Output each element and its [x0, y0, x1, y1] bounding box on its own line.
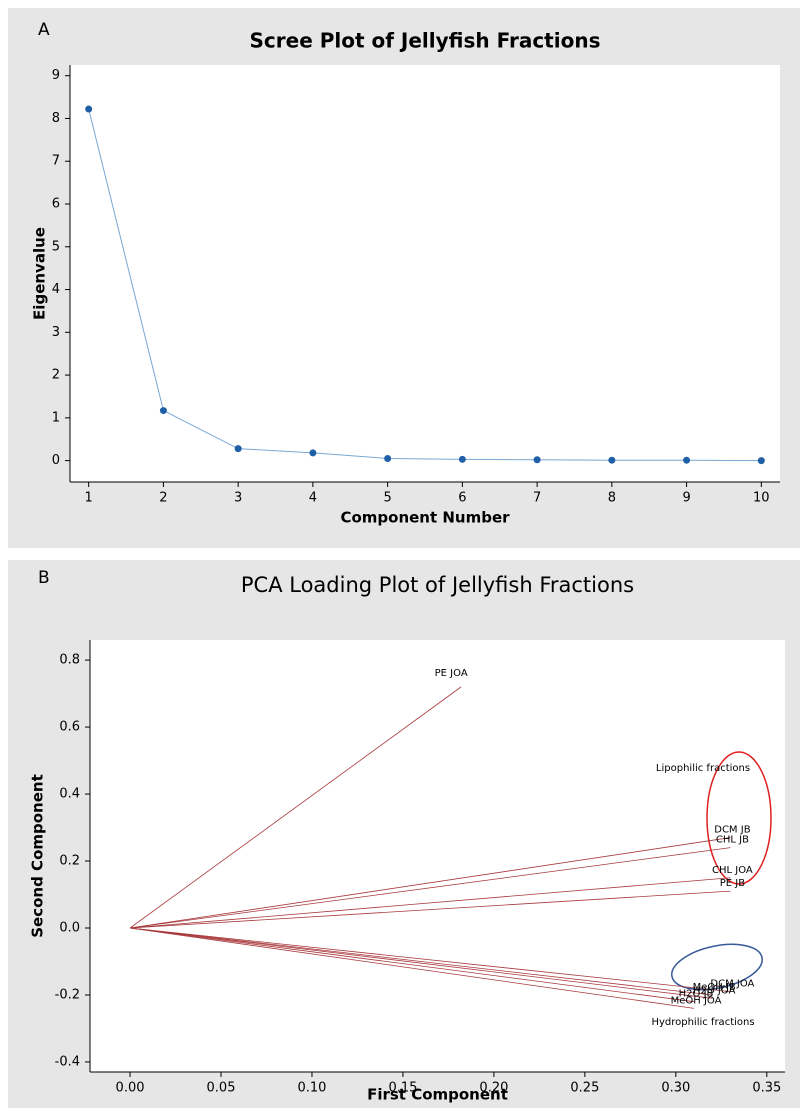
y-tick-label: 0.0 — [59, 921, 80, 936]
data-point — [608, 456, 616, 464]
x-tick-label: 8 — [608, 491, 616, 506]
vector-label: DCM JOA — [710, 979, 754, 990]
data-point — [533, 456, 541, 464]
x-tick-label: 9 — [682, 491, 690, 506]
y-tick-label: 6 — [52, 197, 60, 212]
data-point — [458, 455, 466, 463]
data-point — [309, 449, 317, 457]
vector-label: MeOH JB — [693, 982, 736, 993]
vector-label: H2O JOA — [693, 985, 736, 996]
x-axis-label: First Component — [367, 1086, 508, 1104]
data-point — [683, 456, 691, 464]
chart-title: PCA Loading Plot of Jellyfish Fractions — [241, 573, 634, 597]
data-point — [85, 105, 93, 113]
data-point — [757, 457, 765, 465]
y-tick-label: 5 — [52, 239, 60, 254]
data-point — [159, 407, 167, 415]
y-tick-label: 8 — [52, 111, 60, 126]
hydrophilic-ellipse — [671, 943, 763, 991]
x-tick-label: 0.10 — [297, 1081, 326, 1096]
x-tick-label: 1 — [85, 491, 93, 506]
x-tick-label: 0.30 — [661, 1081, 690, 1096]
chart-title: Scree Plot of Jellyfish Fractions — [250, 29, 601, 53]
vector-label: MeOH JOA — [671, 995, 722, 1006]
vector-label: PE JOA — [435, 668, 468, 679]
data-point — [384, 454, 392, 462]
loading-vector — [129, 877, 731, 929]
y-tick-label: 0.2 — [59, 854, 80, 869]
loading-vector — [129, 847, 731, 929]
y-tick-label: 7 — [52, 154, 60, 169]
y-tick-label: -0.4 — [55, 1054, 80, 1069]
loading-vector — [129, 927, 713, 996]
x-tick-label: 4 — [309, 491, 317, 506]
loading-vector — [129, 927, 731, 993]
y-tick-label: -0.2 — [55, 987, 80, 1002]
x-tick-label: 7 — [533, 491, 541, 506]
x-tick-label: 2 — [159, 491, 167, 506]
plot-area — [70, 65, 780, 482]
loading-vector — [129, 927, 695, 1009]
vector-label: CHL JOA — [712, 865, 753, 876]
loading-vector — [129, 927, 695, 1003]
loading-vector — [130, 890, 731, 929]
y-axis-label: Second Component — [29, 774, 47, 938]
y-tick-label: 3 — [52, 325, 60, 340]
x-tick-label: 10 — [753, 491, 770, 506]
plot-area — [90, 640, 785, 1072]
loading-vector — [129, 927, 713, 999]
y-tick-label: 0.8 — [59, 653, 80, 668]
x-tick-label: 0.20 — [479, 1081, 508, 1096]
x-tick-label: 5 — [383, 491, 391, 506]
panel-label: B — [38, 568, 50, 588]
vector-label: DCM JB — [714, 825, 750, 836]
loading-vector — [129, 686, 462, 929]
y-tick-label: 1 — [52, 410, 60, 425]
y-tick-label: 9 — [52, 68, 60, 83]
panel-label: A — [38, 20, 50, 40]
x-tick-label: 0.25 — [570, 1081, 599, 1096]
x-tick-label: 0.15 — [388, 1081, 417, 1096]
vector-label: CHL JB — [716, 835, 749, 846]
y-tick-label: 0.6 — [59, 720, 80, 735]
x-tick-label: 6 — [458, 491, 466, 506]
x-axis-label: Component Number — [340, 509, 510, 527]
y-tick-label: 0.4 — [59, 787, 80, 802]
loading-vector — [129, 837, 731, 929]
x-tick-label: 0.05 — [207, 1081, 236, 1096]
annotation: Hydrophilic fractions — [651, 1017, 754, 1028]
vector-label: PE JB — [720, 878, 745, 889]
vector-label: H2O JB — [679, 989, 714, 1000]
y-axis-label: Eigenvalue — [31, 227, 49, 320]
annotation: Lipophilic fractions — [656, 763, 750, 774]
x-tick-label: 3 — [234, 491, 242, 506]
lipophilic-ellipse — [706, 751, 772, 885]
x-tick-label: 0.00 — [116, 1081, 145, 1096]
y-tick-label: 0 — [52, 453, 60, 468]
series-line — [88, 108, 762, 462]
data-point — [234, 445, 242, 453]
y-tick-label: 2 — [52, 368, 60, 383]
x-tick-label: 0.35 — [752, 1081, 781, 1096]
y-tick-label: 4 — [52, 282, 60, 297]
